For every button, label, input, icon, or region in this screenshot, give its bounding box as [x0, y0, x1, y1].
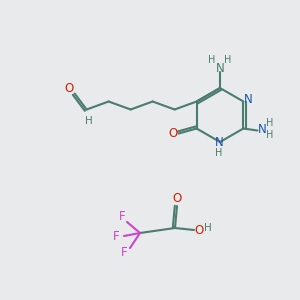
Text: H: H — [266, 130, 273, 140]
Text: N: N — [244, 93, 253, 106]
Text: H: H — [208, 55, 216, 65]
Text: N: N — [258, 123, 267, 136]
Text: N: N — [214, 136, 224, 149]
Text: O: O — [64, 82, 73, 95]
Text: H: H — [224, 55, 232, 65]
Text: F: F — [119, 211, 125, 224]
Text: F: F — [121, 247, 127, 260]
Text: O: O — [194, 224, 204, 236]
Text: H: H — [215, 148, 223, 158]
Text: H: H — [85, 116, 92, 125]
Text: N: N — [216, 61, 224, 74]
Text: O: O — [172, 193, 182, 206]
Text: O: O — [168, 127, 177, 140]
Text: H: H — [204, 223, 212, 233]
Text: H: H — [266, 118, 273, 128]
Text: F: F — [113, 230, 119, 242]
